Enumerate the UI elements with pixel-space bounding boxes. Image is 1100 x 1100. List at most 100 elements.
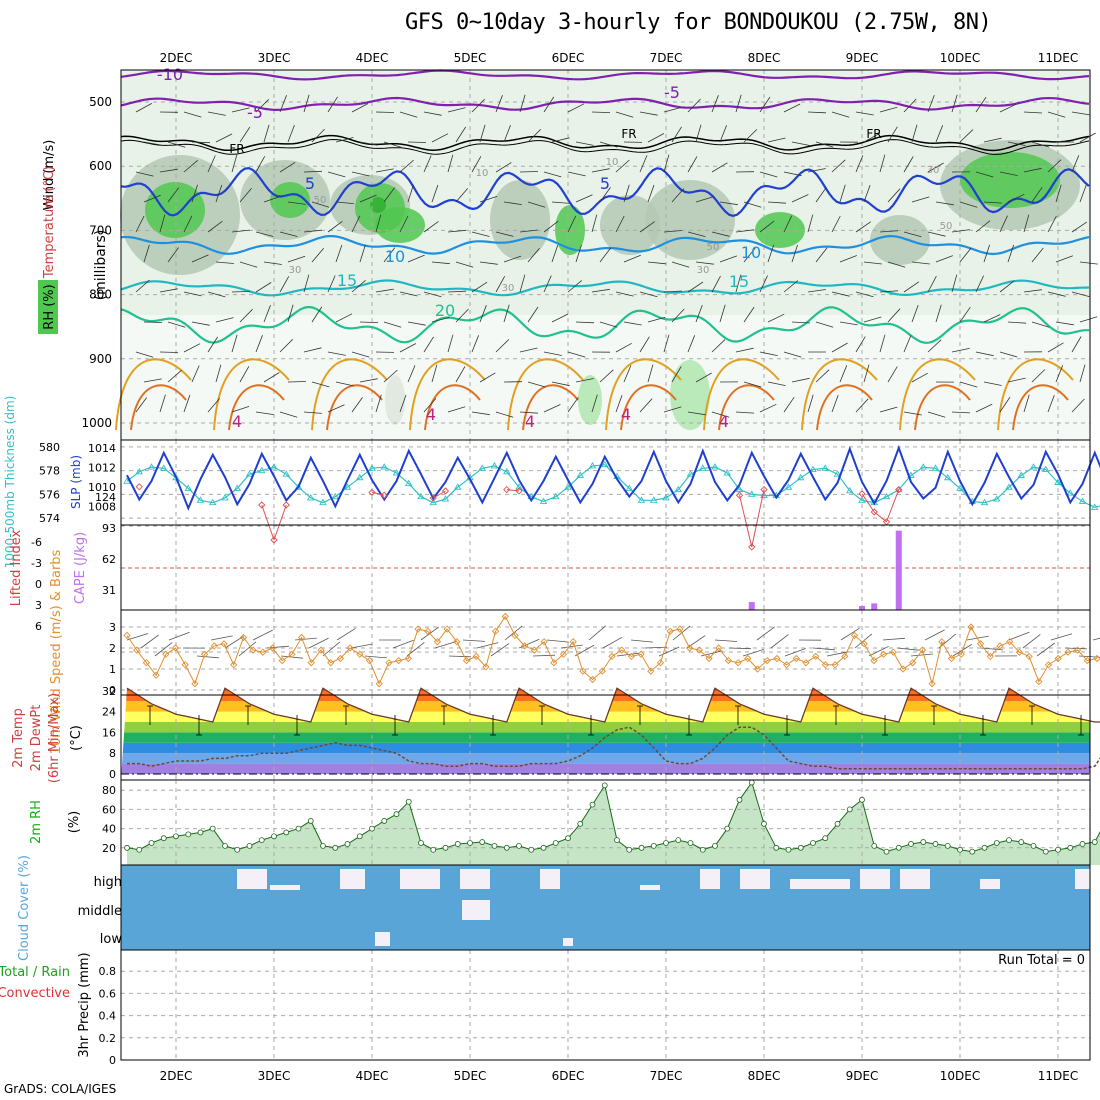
wind-barb: [327, 171, 346, 178]
cloud-cover-cell: [790, 879, 850, 889]
cape-ylabel: CAPE (J/kg): [73, 532, 88, 604]
wind-barb: [855, 398, 869, 413]
date-tick-bottom: 2DEC: [160, 1069, 193, 1083]
wind-marker: [1015, 648, 1024, 656]
wind-barb: [1071, 398, 1085, 413]
wind-barb-10m: [658, 646, 680, 657]
wind-marker: [889, 648, 897, 656]
lifted-marker: [135, 483, 143, 491]
wind-barb: [927, 94, 935, 113]
wind-barb: [1055, 321, 1074, 326]
rh-marker: [895, 844, 902, 851]
lifted-segment: [873, 511, 887, 523]
contour-label: 4: [525, 412, 535, 431]
wind-marker: [191, 680, 199, 688]
wind-barb-10m: [560, 644, 583, 649]
wind-barb: [503, 201, 522, 205]
wind-barb: [455, 188, 469, 203]
rh-marker: [369, 825, 375, 832]
rh-marker: [516, 842, 522, 849]
date-tick-top: 10DEC: [940, 51, 980, 65]
wind-barb: [759, 220, 775, 233]
wind-barb: [407, 254, 425, 263]
rh-marker: [552, 840, 559, 846]
rh-marker: [356, 833, 363, 840]
wind-barb: [711, 275, 721, 293]
wind-marker: [831, 661, 839, 669]
wind-marker: [317, 646, 325, 654]
wind-marker: [511, 631, 519, 640]
wind-barb: [831, 394, 839, 413]
wind-barb: [471, 156, 482, 173]
wind-marker: [307, 659, 315, 667]
wind-barb: [447, 107, 466, 113]
cloud-cover-cell: [400, 869, 440, 889]
wind-barb: [647, 133, 665, 143]
wind-barb: [767, 201, 787, 204]
wind-barb: [783, 215, 793, 233]
slp-ylabel: SLP (mb): [69, 455, 83, 509]
temp-tick: 8: [109, 747, 116, 760]
thickness-marker: [453, 483, 462, 490]
wind-barb: [815, 247, 828, 263]
wind-marker: [375, 680, 383, 688]
wind-barb: [975, 403, 993, 413]
thickness-marker: [233, 484, 242, 491]
wind-barb: [759, 403, 777, 413]
thickness-marker: [784, 483, 793, 490]
wind-barb: [551, 201, 570, 204]
rh-marker: [160, 835, 167, 842]
rh-marker: [320, 842, 326, 849]
wind-barb: [663, 334, 670, 353]
rh-contour-label: 30: [289, 265, 302, 276]
temp-band: [121, 753, 1090, 764]
wind-barb: [471, 98, 485, 113]
date-tick-top: 6DEC: [552, 51, 585, 65]
isotherm-25: [997, 358, 1074, 431]
wind-barb: [215, 133, 233, 143]
wind-barb: [327, 96, 338, 113]
wind-barb: [543, 404, 561, 413]
wind-barb: [639, 111, 658, 116]
lifted-marker: [258, 501, 266, 509]
contour-label: FR: [621, 127, 636, 141]
wind-barb: [303, 94, 310, 113]
wind-barb: [471, 411, 490, 416]
wind-barb: [815, 141, 834, 148]
wind-barb: [735, 274, 742, 293]
date-tick-top: 9DEC: [846, 51, 879, 65]
isotherm-30: [620, 384, 677, 431]
date-tick-top: 3DEC: [258, 51, 291, 65]
wind-barb: [647, 364, 654, 383]
lifted-marker: [380, 491, 388, 499]
wind-barb: [1007, 141, 1026, 146]
wind-barb: [135, 397, 148, 413]
rh-marker: [797, 844, 804, 851]
thickness-marker: [588, 462, 597, 469]
wind-barb: [231, 229, 250, 233]
rh-area: [375, 207, 425, 243]
wind-barb: [831, 291, 850, 297]
wind-barb: [903, 281, 920, 293]
wind-barb: [1007, 321, 1027, 324]
thickness-marker: [711, 463, 719, 470]
isotherm-25: [703, 358, 780, 431]
wind-barb: [831, 159, 846, 173]
wind-barb: [1023, 214, 1030, 233]
wind-barb: [327, 404, 345, 413]
wind-barb: [927, 275, 937, 293]
wind-barb: [335, 313, 353, 323]
lifted-marker: [270, 536, 278, 544]
wind-barb: [207, 220, 223, 233]
pressure-tick: 800: [89, 288, 112, 302]
lifted-tick: -3: [31, 557, 42, 570]
thickness-marker: [894, 485, 903, 493]
cloud-panel: [121, 865, 1090, 950]
isotherm-25: [409, 358, 486, 431]
wind-barb: [375, 288, 394, 293]
wind-marker: [482, 663, 490, 671]
wind-barb: [639, 291, 658, 298]
wind-barb: [447, 290, 467, 293]
wind-barb: [447, 229, 466, 233]
